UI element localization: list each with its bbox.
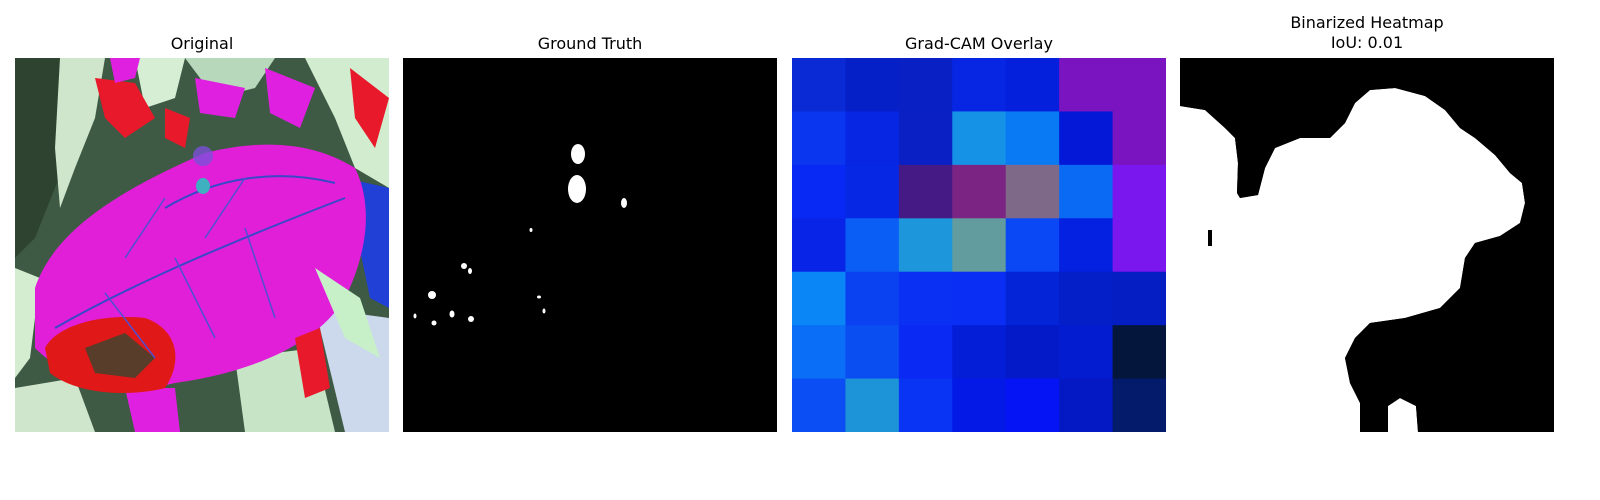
heatmap-cell (952, 271, 1007, 326)
ground-truth-mask (403, 58, 777, 432)
gradcam-overlay (792, 58, 1166, 432)
heatmap-cell (845, 325, 900, 380)
heatmap-cell (1005, 271, 1060, 326)
heatmap-cell (898, 271, 953, 326)
heatmap-cell (1005, 164, 1060, 219)
heatmap-cell (898, 164, 953, 219)
binarized-title-main: Binarized Heatmap (1290, 13, 1444, 32)
heatmap-cell (952, 58, 1007, 112)
heatmap-cell (792, 378, 846, 432)
heatmap-cell (792, 325, 846, 380)
heatmap-cell (845, 218, 900, 273)
heatmap-cell (1059, 58, 1114, 112)
iou-score: IoU: 0.01 (1330, 33, 1404, 52)
heatmap-cell (845, 111, 900, 166)
heatmap-cell (1112, 378, 1166, 432)
heatmap-cell (898, 218, 953, 273)
binarized-title: Binarized Heatmap IoU: 0.01 (1180, 13, 1554, 53)
heatmap-cell (1005, 325, 1060, 380)
heatmap-cell (845, 271, 900, 326)
heatmap-cell (898, 325, 953, 380)
heatmap-cell (792, 58, 846, 112)
heatmap-cell (792, 218, 846, 273)
heatmap-cell (952, 111, 1007, 166)
heatmap-cell (952, 325, 1007, 380)
heatmap-cell (1005, 58, 1060, 112)
heatmap-cell (792, 271, 846, 326)
binarized-heatmap (1180, 58, 1554, 432)
heatmap-cell (952, 164, 1007, 219)
heatmap-cell (1005, 378, 1060, 432)
heatmap-cell (1112, 325, 1166, 380)
original-title: Original (170, 34, 234, 53)
heatmap-cell (1005, 218, 1060, 273)
heatmap-cell (898, 58, 953, 112)
mask-gap (1208, 230, 1212, 246)
original-image (15, 58, 389, 432)
heatmap-cell (952, 378, 1007, 432)
heatmap-cell (845, 378, 900, 432)
heatmap-cell (1059, 378, 1114, 432)
heatmap-cell (952, 218, 1007, 273)
heatmap-cell (898, 111, 953, 166)
gradcam-title: Grad-CAM Overlay (905, 34, 1053, 53)
mask-region (1180, 88, 1554, 432)
heatmap-cell (1059, 271, 1114, 326)
heatmap-cell (845, 164, 900, 219)
heatmap-cell (1059, 111, 1114, 166)
heatmap-cell (845, 58, 900, 112)
mask-outside (1180, 58, 1554, 432)
heatmap-cell (1112, 164, 1166, 219)
heatmap-cell (1112, 218, 1166, 273)
heatmap-cell (1005, 111, 1060, 166)
mask-small-region (1180, 230, 1208, 246)
heatmap-cell (1112, 58, 1166, 112)
heatmap-cell (792, 111, 846, 166)
heatmap-cell (1059, 325, 1114, 380)
ground-truth-title: Ground Truth (537, 34, 643, 53)
heatmap-cell (1059, 164, 1114, 219)
heatmap-cell (1112, 111, 1166, 166)
heatmap-cell (792, 164, 846, 219)
heatmap-cell (1112, 271, 1166, 326)
heatmap-cell (898, 378, 953, 432)
heatmap-cell (1059, 218, 1114, 273)
